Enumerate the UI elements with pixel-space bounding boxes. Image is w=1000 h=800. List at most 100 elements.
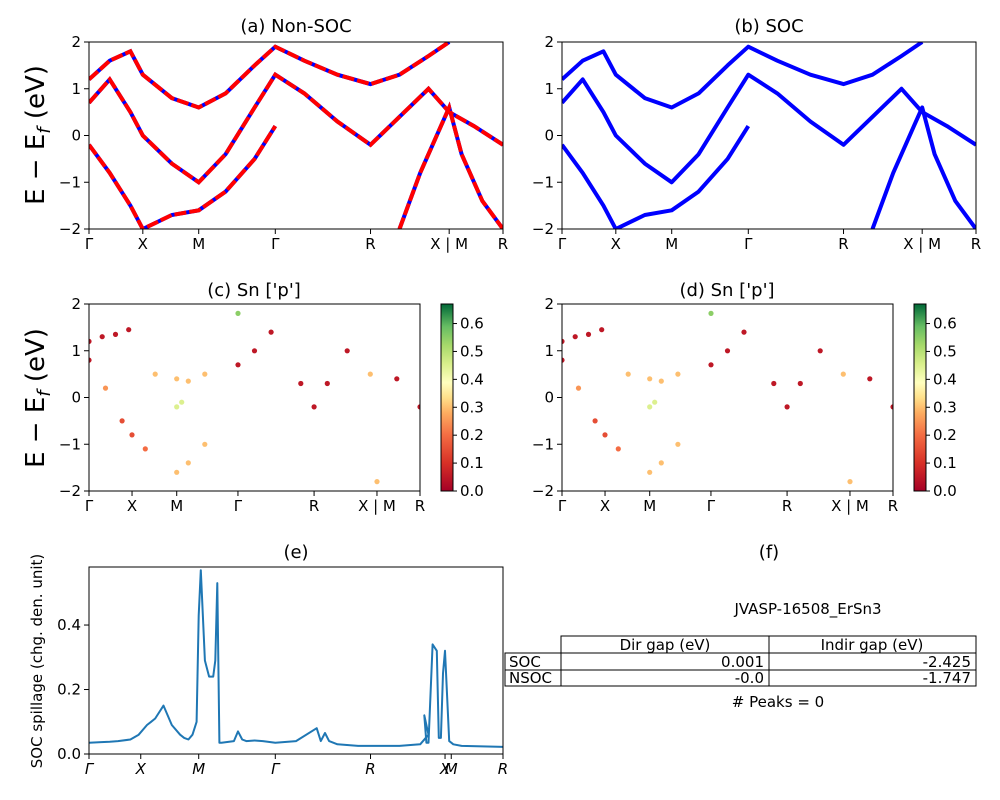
x-tick-label: Γ: [558, 235, 567, 253]
panel-b-title: (b) SOC: [734, 16, 803, 37]
y-tick-label: −2: [532, 220, 554, 238]
projection-point: [647, 376, 653, 382]
panel-a-title: (a) Non-SOC: [240, 16, 351, 37]
colorbar-tick-label: 0.4: [460, 370, 484, 388]
projection-point: [374, 479, 380, 485]
projection-point: [344, 348, 350, 354]
x-tick-label: R: [498, 760, 508, 778]
projection-point: [575, 385, 582, 391]
projection-point: [202, 371, 208, 377]
colorbar-tick-label: 0.3: [933, 398, 957, 416]
y-tick-label: 1: [544, 80, 554, 98]
y-tick-label: 2: [71, 33, 81, 51]
projection-point: [324, 380, 330, 387]
x-tick-label: R: [782, 497, 792, 515]
table-header-dir: Dir gap (eV): [620, 636, 711, 654]
projection-point: [708, 362, 714, 368]
projection-point: [658, 460, 664, 466]
y-tick-label: 0.2: [57, 681, 81, 699]
projection-point: [174, 469, 180, 475]
panel-d-data: [562, 310, 893, 485]
x-tick-label: R: [971, 235, 981, 253]
band-line: [397, 101, 503, 229]
colorbar-tick-label: 0.3: [460, 398, 484, 416]
x-tick-label: X: [611, 235, 621, 253]
y-tick-label: 0: [71, 127, 81, 145]
projection-point: [652, 399, 658, 405]
y-tick-label: −1: [532, 173, 554, 191]
colorbar-tick-label: 0.0: [460, 482, 484, 500]
panel-a-ylabel: E − Ef (eV): [21, 65, 55, 205]
colorbar-tick-label: 0.2: [933, 426, 957, 444]
projection-point: [647, 469, 653, 475]
projection-point: [102, 385, 109, 391]
y-tick-label: −1: [59, 435, 81, 453]
projection-point: [129, 432, 135, 438]
x-tick-label: Γ: [271, 235, 280, 253]
panel-e-frame: [88, 566, 504, 755]
y-tick-label: −1: [532, 435, 554, 453]
projection-point: [89, 338, 92, 344]
panel-b-data: [562, 42, 976, 229]
colorbar-tick-label: 0.5: [933, 342, 957, 360]
y-tick-label: 2: [71, 295, 81, 313]
band-line: [89, 125, 277, 229]
y-tick-label: −2: [59, 482, 81, 500]
projection-point: [235, 362, 241, 368]
colorbar-tick-label: 0.6: [460, 315, 484, 333]
projection-point: [840, 371, 846, 377]
y-tick-label: 0.0: [57, 745, 81, 763]
projection-point: [202, 441, 208, 447]
panel-a-plot: Γ X M Γ R X | M R 2 1 0 −1 −2: [59, 33, 508, 253]
colorbar-tick-label: 0.2: [460, 426, 484, 444]
x-tick-label: X | M: [430, 235, 468, 253]
x-tick-label: R: [415, 497, 425, 515]
y-tick-label: 0.4: [57, 616, 81, 634]
colorbar-tick-label: 0.1: [933, 454, 957, 472]
table-row-soc-dir: 0.001: [721, 653, 764, 671]
panel-b-frame: [561, 41, 977, 230]
projection-point: [847, 479, 853, 485]
panel-c-frame: [88, 303, 421, 492]
x-tick-label: Γ: [85, 760, 95, 778]
y-tick-label: 1: [544, 342, 554, 360]
projection-point: [112, 331, 119, 337]
projection-point: [817, 348, 823, 354]
projection-point: [562, 338, 565, 344]
projection-point: [142, 446, 148, 452]
x-tick-label: X: [135, 760, 147, 778]
projection-point: [797, 380, 803, 387]
projection-point: [251, 348, 258, 354]
panel-e-data: [89, 569, 503, 748]
projection-point: [126, 327, 132, 333]
panel-c-data: [89, 310, 420, 485]
x-tick-label: Γ: [271, 760, 281, 778]
x-tick-label: R: [498, 235, 508, 253]
panel-c-colorbar-ticks: 0.6 0.5 0.4 0.3 0.2 0.1 0.0: [453, 315, 484, 500]
projection-point: [235, 310, 241, 316]
y-tick-label: 2: [544, 295, 554, 313]
projection-point: [572, 334, 578, 340]
x-tick-label: M: [643, 497, 656, 515]
x-tick-label: M: [170, 497, 183, 515]
y-tick-label: 2: [544, 33, 554, 51]
band-line: [89, 71, 503, 185]
y-tick-label: 0: [71, 389, 81, 407]
band-line: [562, 72, 976, 185]
projection-point: [784, 404, 790, 410]
panel-c-title: (c) Sn ['p']: [207, 280, 301, 301]
projection-point: [675, 371, 681, 377]
table-row-soc-indir: -2.425: [923, 653, 971, 671]
x-tick-label: X | M: [831, 497, 869, 515]
projection-point: [615, 446, 621, 452]
projection-point: [724, 348, 731, 354]
projection-point: [298, 380, 304, 387]
projection-point: [152, 371, 158, 377]
x-tick-label: M: [192, 235, 205, 253]
band-line: [89, 42, 451, 110]
y-tick-label: −2: [532, 482, 554, 500]
x-tick-label: Γ: [558, 497, 567, 515]
projection-point: [625, 371, 631, 377]
projection-point: [174, 404, 180, 410]
